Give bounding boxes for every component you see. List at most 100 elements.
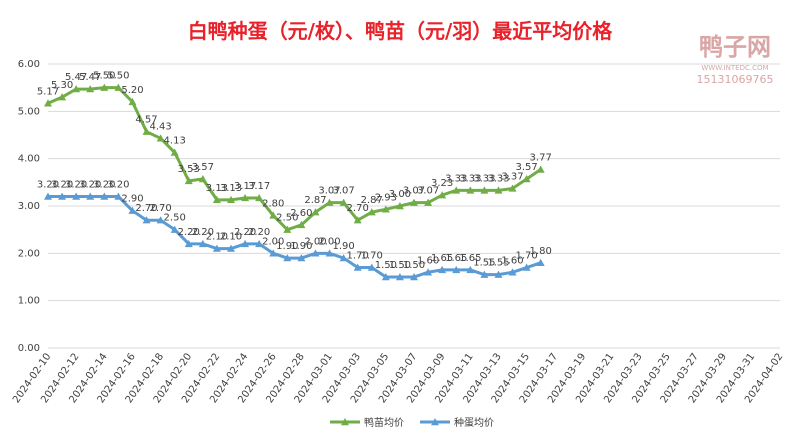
data-label: 2.70	[135, 203, 157, 214]
data-label: 3.37	[501, 171, 523, 182]
data-label: 4.57	[135, 115, 157, 126]
data-point	[339, 254, 348, 262]
data-label: 2.20	[178, 227, 200, 238]
data-point	[156, 216, 165, 224]
data-label: 3.20	[37, 180, 59, 191]
data-point	[494, 186, 503, 194]
data-point	[480, 186, 489, 194]
watermark: 鸭子网	[699, 33, 771, 61]
data-point	[424, 198, 433, 206]
data-point	[269, 249, 278, 257]
data-label: 1.60	[501, 255, 523, 266]
data-label: 5.30	[51, 80, 73, 91]
watermark: 15131069765	[697, 73, 774, 86]
data-point	[522, 263, 531, 271]
data-label: 3.07	[403, 186, 425, 197]
data-point	[114, 83, 123, 91]
data-label: 1.70	[515, 251, 537, 262]
y-tick-label: 6.00	[18, 59, 40, 70]
data-label: 3.77	[530, 153, 552, 164]
data-label: 3.07	[417, 186, 439, 197]
data-label: 2.20	[192, 227, 214, 238]
data-label: 1.80	[530, 246, 552, 257]
data-label: 5.47	[65, 72, 87, 83]
data-label: 1.90	[332, 241, 354, 252]
data-point	[452, 186, 461, 194]
data-point	[241, 239, 250, 248]
data-point	[325, 198, 334, 206]
data-label: 1.90	[276, 241, 298, 252]
data-point	[58, 192, 67, 200]
data-label: 2.90	[121, 194, 143, 205]
data-label: 2.80	[262, 198, 284, 209]
data-label: 2.10	[206, 232, 228, 243]
data-point	[311, 249, 320, 257]
data-point	[410, 273, 418, 281]
data-point	[367, 208, 376, 216]
chart-title: 白鸭种蛋（元/枚）、鸭苗（元/羽）最近平均价格	[188, 19, 614, 43]
data-point	[86, 192, 95, 200]
data-label: 2.50	[164, 213, 186, 224]
data-label: 2.70	[347, 203, 369, 214]
data-label: 3.57	[192, 162, 214, 173]
data-point	[381, 273, 390, 281]
data-label: 1.55	[473, 258, 495, 269]
data-point	[212, 195, 221, 204]
data-label: 2.00	[262, 236, 284, 247]
data-point	[128, 97, 137, 106]
data-label: 5.20	[121, 85, 143, 96]
data-point	[170, 148, 179, 156]
data-label: 1.65	[431, 253, 453, 264]
data-point	[283, 225, 292, 233]
data-label: 2.00	[318, 236, 340, 247]
data-label: 3.23	[431, 178, 453, 189]
data-label: 5.50	[93, 71, 115, 82]
data-label: 4.13	[164, 136, 186, 147]
data-point	[325, 249, 334, 257]
data-label: 3.17	[248, 181, 270, 192]
data-point	[522, 175, 531, 183]
data-label: 3.20	[65, 180, 87, 191]
data-point	[100, 192, 109, 200]
data-point	[241, 193, 250, 202]
data-label: 1.50	[403, 260, 425, 271]
data-point	[424, 268, 433, 276]
series-line	[47, 86, 542, 232]
data-point	[128, 206, 137, 214]
data-label: 3.17	[234, 181, 256, 192]
data-point	[367, 263, 376, 271]
y-tick-label: 5.00	[18, 106, 40, 117]
data-label: 3.20	[93, 180, 115, 191]
data-label: 1.70	[361, 251, 383, 262]
data-label: 3.33	[487, 173, 509, 184]
data-label: 3.13	[220, 183, 242, 194]
data-label: 3.53	[178, 164, 200, 175]
data-point	[452, 265, 461, 274]
y-tick-label: 0.00	[18, 343, 40, 354]
data-point	[395, 273, 404, 281]
data-point	[44, 192, 52, 200]
data-point	[72, 192, 81, 200]
data-point	[283, 254, 292, 262]
series-line	[48, 195, 542, 279]
data-point	[198, 175, 207, 183]
data-point	[353, 216, 362, 224]
data-label: 1.90	[290, 241, 312, 252]
data-label: 3.13	[206, 183, 228, 194]
y-tick-label: 2.00	[18, 248, 40, 259]
data-label: 3.07	[332, 186, 354, 197]
data-point	[480, 270, 489, 278]
data-point	[536, 258, 545, 266]
data-point	[227, 195, 235, 204]
data-label: 3.33	[473, 173, 495, 184]
data-label: 2.20	[248, 227, 270, 238]
data-label: 1.50	[375, 260, 397, 271]
data-point	[466, 265, 475, 274]
data-label: 1.65	[459, 253, 481, 264]
data-point	[438, 191, 447, 199]
data-point	[269, 211, 278, 219]
data-label: 5.47	[79, 72, 101, 83]
data-label: 2.10	[220, 232, 242, 243]
legend-marker	[431, 418, 439, 426]
